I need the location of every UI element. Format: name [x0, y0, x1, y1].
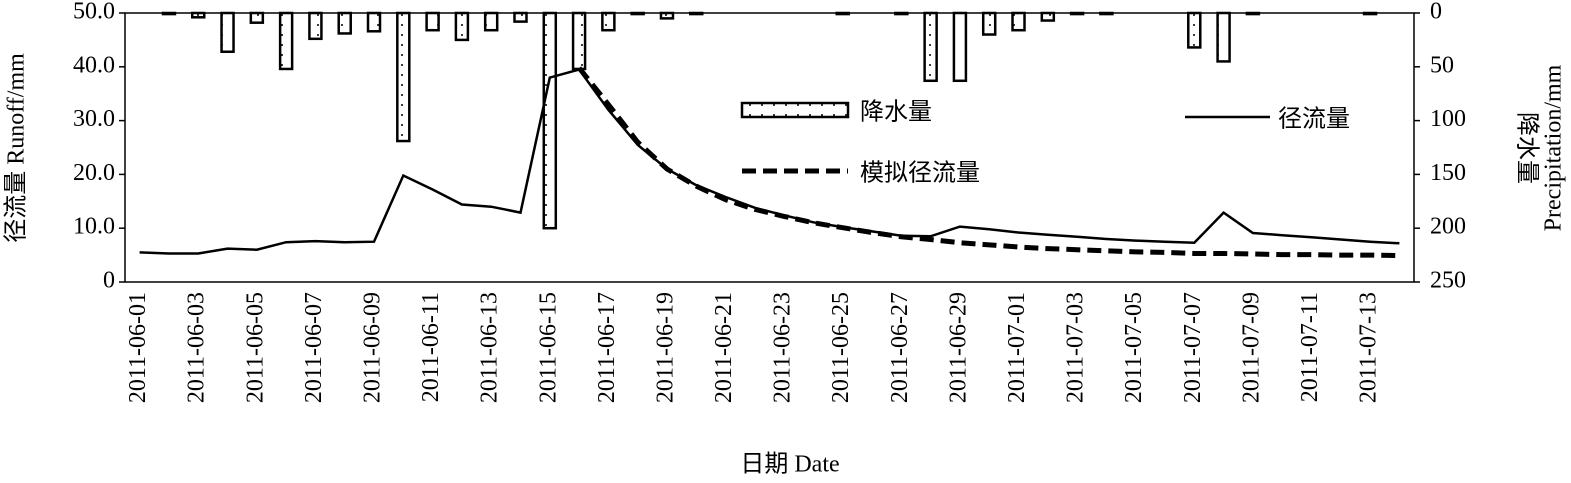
plot-frame — [124, 12, 1415, 283]
x-tick-label: 2011-07-07 — [1180, 292, 1206, 403]
y2-tick-label: 50 — [1430, 52, 1454, 78]
x-tick-label: 2011-06-29 — [945, 292, 971, 403]
bar — [1011, 11, 1026, 32]
legend-label: 模拟径流量 — [860, 160, 980, 187]
bar — [981, 11, 997, 36]
y-tick-label: 50.0 — [73, 0, 115, 25]
x-tick-label: 2011-06-23 — [770, 292, 796, 403]
bar — [1362, 11, 1378, 16]
bar — [894, 11, 909, 16]
line — [139, 68, 1400, 255]
line — [577, 66, 1400, 259]
x-tick-label: 2011-06-05 — [242, 292, 268, 403]
x-tick-label: 2011-06-07 — [301, 292, 327, 403]
x-tick-label: 2011-06-03 — [184, 292, 210, 403]
bar — [220, 11, 235, 53]
bar — [278, 11, 294, 71]
y-tick-label: 0 — [103, 268, 115, 294]
bar — [513, 11, 528, 23]
y2-tick-label: 100 — [1430, 106, 1466, 132]
bar — [1245, 11, 1261, 16]
bar — [190, 11, 206, 19]
legend-swatch — [740, 101, 850, 119]
bar — [1187, 11, 1202, 49]
bar — [1040, 11, 1056, 22]
x-tick-label: 2011-07-03 — [1063, 292, 1089, 403]
x-tick-label: 2011-07-01 — [1004, 292, 1030, 403]
x-axis-title: 日期 Date — [740, 452, 839, 478]
x-tick-label: 2011-06-27 — [887, 292, 913, 403]
y2-tick-label: 250 — [1430, 268, 1466, 294]
bar — [249, 11, 265, 24]
y-tick-label: 40.0 — [73, 52, 115, 78]
y-tick-label: 10.0 — [73, 214, 115, 240]
y2-tick-label: 150 — [1430, 160, 1466, 186]
bar — [366, 11, 382, 33]
bar — [396, 11, 411, 143]
bar — [571, 11, 587, 71]
bar — [1216, 11, 1231, 63]
bar — [1099, 11, 1114, 16]
bar — [425, 11, 440, 32]
bar — [308, 11, 323, 41]
bar — [601, 11, 616, 32]
y2-tick-label: 200 — [1430, 214, 1466, 240]
bar — [542, 11, 558, 230]
x-tick-label: 2011-06-19 — [652, 292, 678, 403]
bar — [483, 11, 499, 32]
y-tick-label: 30.0 — [73, 106, 115, 132]
y2-axis-title: Precipitation/mm — [1541, 64, 1567, 231]
x-tick-label: 2011-07-05 — [1121, 292, 1147, 403]
bar — [689, 11, 704, 16]
y2-axis-title: 降水量 — [1513, 112, 1540, 184]
bar — [337, 11, 352, 35]
x-tick-label: 2011-06-09 — [360, 292, 386, 403]
y-axis-title: 径流量 Runoff/mm — [3, 53, 30, 243]
bar — [923, 11, 938, 83]
x-tick-label: 2011-06-25 — [828, 292, 854, 403]
bar — [835, 11, 850, 16]
y-tick-label: 20.0 — [73, 160, 115, 186]
bar — [952, 11, 968, 83]
bar — [630, 11, 645, 16]
x-tick-label: 2011-06-15 — [535, 292, 561, 403]
bar — [1069, 11, 1085, 16]
x-tick-label: 2011-06-13 — [477, 292, 503, 403]
x-tick-label: 2011-06-11 — [418, 292, 444, 402]
x-tick-label: 2011-07-11 — [1297, 292, 1323, 402]
bar — [161, 11, 177, 16]
legend-label: 降水量 — [860, 99, 932, 126]
y2-tick-label: 0 — [1430, 0, 1442, 25]
bar — [454, 11, 470, 42]
x-tick-label: 2011-07-09 — [1238, 292, 1264, 403]
x-tick-label: 2011-06-21 — [711, 292, 737, 403]
x-tick-label: 2011-06-17 — [594, 292, 620, 403]
legend-label: 径流量 — [1278, 106, 1350, 133]
x-tick-label: 2011-07-13 — [1356, 292, 1382, 403]
x-tick-label: 2011-06-01 — [125, 292, 151, 403]
bar — [659, 11, 675, 20]
